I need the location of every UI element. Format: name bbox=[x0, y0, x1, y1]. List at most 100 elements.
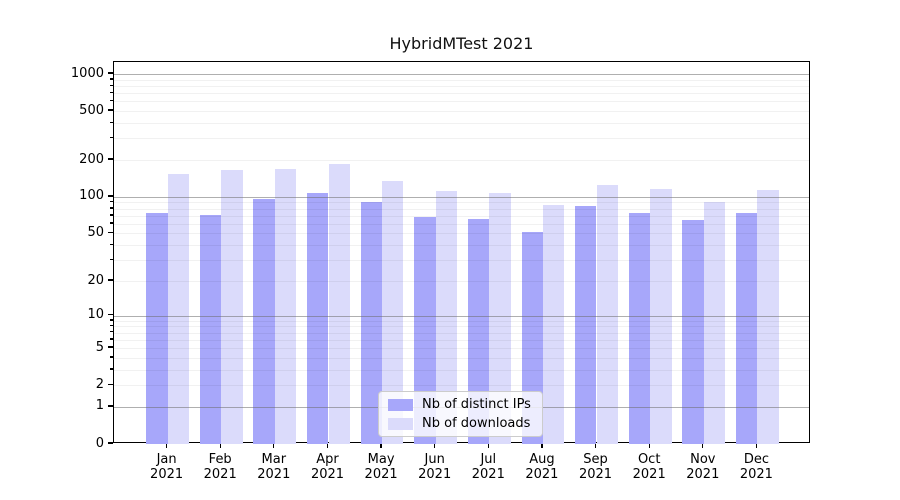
minor-gridline-70 bbox=[114, 215, 809, 217]
minor-gridline-6 bbox=[114, 339, 809, 341]
bar-nb-of-distinct-ips-jun bbox=[414, 217, 436, 444]
legend-label-downloads: Nb of downloads bbox=[422, 416, 531, 431]
minor-gridline-2 bbox=[114, 385, 809, 387]
xtick-mark-sep bbox=[594, 443, 597, 448]
minor-gridline-8 bbox=[114, 326, 809, 328]
xtick-mark-dec bbox=[755, 443, 758, 448]
bar-nb-of-distinct-ips-mar bbox=[253, 198, 275, 444]
minor-gridline-700 bbox=[114, 93, 809, 95]
minor-gridline-9 bbox=[114, 320, 809, 322]
major-gridline-1000 bbox=[114, 74, 809, 75]
ytick-minor-mark-700 bbox=[110, 91, 113, 93]
ytick-minor-mark-30 bbox=[110, 258, 113, 260]
bar-nb-of-distinct-ips-dec bbox=[735, 212, 758, 444]
xtick-label-jul: Jul 2021 bbox=[471, 452, 505, 482]
legend: Nb of distinct IPs Nb of downloads bbox=[378, 391, 543, 437]
minor-gridline-90 bbox=[114, 202, 809, 204]
ytick-mark-1000 bbox=[108, 72, 113, 74]
xtick-label-feb: Feb 2021 bbox=[203, 452, 237, 482]
ytick-label-200: 200 bbox=[79, 151, 104, 167]
xtick-mark-jul bbox=[487, 443, 489, 448]
bar-nb-of-downloads-aug bbox=[542, 204, 565, 444]
legend-swatch-distinct-ips bbox=[388, 398, 413, 411]
ytick-label-10: 10 bbox=[87, 307, 104, 323]
bar-nb-of-downloads-nov bbox=[703, 201, 726, 444]
xtick-mark-mar bbox=[273, 443, 275, 448]
ytick-minor-mark-9 bbox=[110, 319, 113, 321]
xtick-mark-aug bbox=[541, 443, 543, 448]
ytick-label-500: 500 bbox=[79, 102, 104, 118]
ytick-minor-mark-5 bbox=[110, 346, 113, 348]
ytick-label-5: 5 bbox=[95, 339, 104, 355]
xtick-label-jan: Jan 2021 bbox=[150, 452, 184, 482]
ytick-minor-mark-3 bbox=[110, 368, 113, 370]
ytick-minor-mark-300 bbox=[110, 136, 113, 139]
major-gridline-100 bbox=[114, 196, 809, 198]
ytick-label-1000: 1000 bbox=[70, 65, 104, 81]
bar-nb-of-downloads-apr bbox=[328, 164, 350, 444]
bar-nb-of-downloads-jul bbox=[489, 192, 511, 444]
xtick-mark-nov bbox=[702, 443, 704, 448]
minor-gridline-5 bbox=[114, 348, 809, 349]
ytick-label-50: 50 bbox=[87, 224, 104, 240]
ytick-label-100: 100 bbox=[79, 188, 104, 204]
bar-nb-of-distinct-ips-may bbox=[360, 201, 382, 444]
minor-gridline-60 bbox=[114, 223, 809, 225]
ytick-minor-mark-6 bbox=[110, 338, 113, 340]
minor-gridline-600 bbox=[114, 101, 809, 103]
ytick-minor-mark-8 bbox=[110, 324, 113, 327]
ytick-minor-mark-80 bbox=[110, 207, 113, 209]
minor-gridline-900 bbox=[114, 79, 809, 81]
ytick-minor-mark-900 bbox=[110, 78, 113, 80]
minor-gridline-500 bbox=[114, 111, 809, 113]
major-gridline-10 bbox=[114, 315, 809, 317]
minor-gridline-3 bbox=[114, 369, 809, 371]
minor-gridline-300 bbox=[114, 138, 809, 140]
xtick-mark-oct bbox=[648, 443, 650, 448]
xtick-mark-jun bbox=[434, 443, 436, 448]
ytick-label-0: 0 bbox=[95, 435, 104, 451]
xtick-label-oct: Oct 2021 bbox=[632, 452, 666, 482]
minor-gridline-200 bbox=[114, 160, 809, 161]
ytick-minor-mark-70 bbox=[110, 214, 113, 216]
xtick-label-aug: Aug 2021 bbox=[525, 452, 559, 482]
bar-nb-of-distinct-ips-oct bbox=[628, 212, 651, 444]
xtick-mark-apr bbox=[326, 443, 329, 448]
bar-nb-of-distinct-ips-jul bbox=[467, 218, 490, 444]
legend-item-downloads: Nb of downloads bbox=[379, 416, 542, 431]
xtick-label-jun: Jun 2021 bbox=[418, 452, 452, 482]
bar-nb-of-downloads-feb bbox=[221, 169, 243, 444]
bar-nb-of-distinct-ips-sep bbox=[575, 206, 597, 444]
xtick-label-sep: Sep 2021 bbox=[578, 452, 613, 482]
ytick-minor-mark-400 bbox=[110, 121, 113, 123]
xtick-label-dec: Dec 2021 bbox=[739, 452, 773, 482]
xtick-label-apr: Apr 2021 bbox=[310, 452, 345, 482]
plot-area bbox=[113, 61, 810, 444]
minor-gridline-800 bbox=[114, 86, 809, 87]
ytick-label-1: 1 bbox=[95, 398, 104, 414]
bars-layer bbox=[114, 62, 809, 444]
xtick-mark-may bbox=[380, 443, 382, 448]
bar-nb-of-downloads-jan bbox=[167, 173, 189, 444]
legend-label-distinct-ips: Nb of distinct IPs bbox=[422, 397, 531, 412]
ytick-minor-mark-4 bbox=[110, 356, 113, 358]
gridlines-layer bbox=[114, 62, 809, 442]
ytick-mark-10 bbox=[108, 313, 113, 316]
xtick-label-nov: Nov 2021 bbox=[686, 452, 720, 482]
bar-nb-of-downloads-mar bbox=[274, 168, 297, 444]
minor-gridline-7 bbox=[114, 332, 809, 334]
ytick-label-20: 20 bbox=[87, 272, 104, 288]
ytick-minor-mark-50 bbox=[110, 231, 113, 234]
minor-gridline-40 bbox=[114, 245, 809, 247]
ytick-minor-mark-20 bbox=[110, 279, 113, 281]
ytick-label-2: 2 bbox=[95, 376, 104, 392]
minor-gridline-80 bbox=[114, 208, 809, 210]
minor-gridline-400 bbox=[114, 123, 809, 124]
bar-nb-of-downloads-sep bbox=[596, 185, 618, 444]
bar-nb-of-distinct-ips-apr bbox=[307, 192, 329, 444]
ytick-minor-mark-40 bbox=[110, 243, 113, 245]
minor-gridline-20 bbox=[114, 281, 809, 282]
bar-nb-of-downloads-jun bbox=[435, 190, 458, 444]
ytick-minor-mark-7 bbox=[110, 331, 113, 333]
minor-gridline-50 bbox=[114, 233, 809, 235]
